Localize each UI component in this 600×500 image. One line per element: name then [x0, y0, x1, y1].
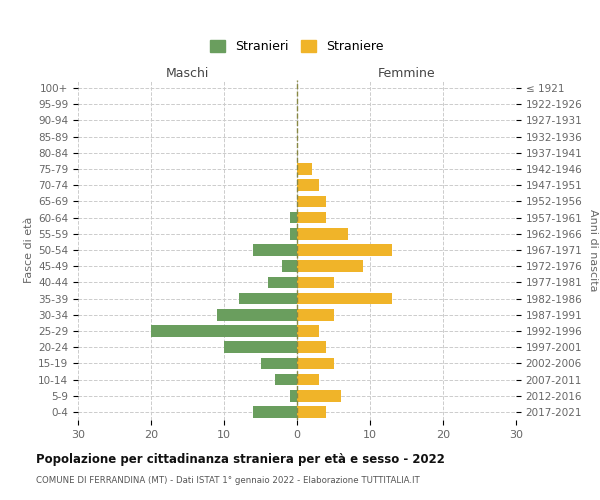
Bar: [297, 406, 326, 417]
Bar: [297, 276, 334, 288]
Bar: [297, 292, 392, 304]
Y-axis label: Anni di nascita: Anni di nascita: [588, 209, 598, 291]
Text: Femmine: Femmine: [377, 67, 436, 80]
Legend: Stranieri, Straniere: Stranieri, Straniere: [205, 36, 389, 59]
Bar: [290, 212, 297, 224]
Bar: [151, 325, 297, 337]
Bar: [297, 180, 319, 191]
Bar: [297, 212, 326, 224]
Bar: [297, 260, 362, 272]
Text: Maschi: Maschi: [166, 67, 209, 80]
Bar: [290, 390, 297, 402]
Bar: [290, 228, 297, 239]
Bar: [297, 163, 311, 175]
Bar: [297, 374, 319, 386]
Bar: [239, 292, 297, 304]
Y-axis label: Fasce di età: Fasce di età: [24, 217, 34, 283]
Bar: [253, 244, 297, 256]
Bar: [297, 342, 326, 353]
Bar: [297, 325, 319, 337]
Bar: [275, 374, 297, 386]
Bar: [283, 260, 297, 272]
Bar: [297, 358, 334, 369]
Bar: [253, 406, 297, 417]
Bar: [217, 309, 297, 320]
Bar: [260, 358, 297, 369]
Bar: [297, 244, 392, 256]
Text: COMUNE DI FERRANDINA (MT) - Dati ISTAT 1° gennaio 2022 - Elaborazione TUTTITALIA: COMUNE DI FERRANDINA (MT) - Dati ISTAT 1…: [36, 476, 420, 485]
Text: Popolazione per cittadinanza straniera per età e sesso - 2022: Popolazione per cittadinanza straniera p…: [36, 452, 445, 466]
Bar: [297, 390, 341, 402]
Bar: [297, 309, 334, 320]
Bar: [224, 342, 297, 353]
Bar: [268, 276, 297, 288]
Bar: [297, 228, 348, 239]
Bar: [297, 196, 326, 207]
